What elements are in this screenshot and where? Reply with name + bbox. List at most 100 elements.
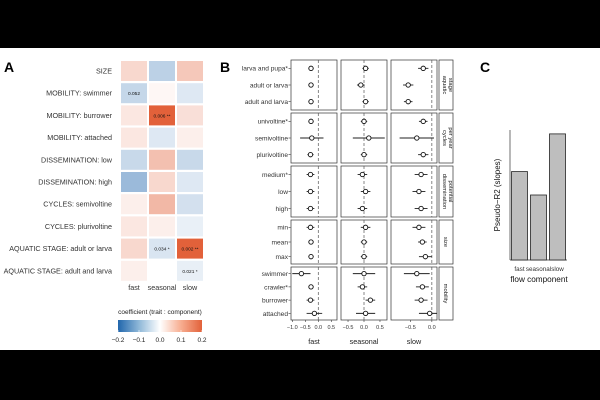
facet-strip-label: mobility	[442, 284, 448, 304]
coefficient-point	[367, 297, 374, 303]
heatmap-cell	[149, 83, 175, 104]
heatmap-row-label: MOBILITY: burrower	[46, 111, 112, 120]
heatmap-cells: 0.052 0.006 ** 0.034 * 0.002 ** 0.021 *	[121, 61, 203, 281]
coefficient-point	[422, 254, 429, 260]
heatmap-cell	[121, 61, 147, 81]
coefficient-point	[418, 297, 424, 303]
facet-strip-label: cycles	[441, 130, 447, 146]
coefficient-point	[420, 65, 426, 71]
facet-strip	[438, 165, 454, 218]
heatmap-cell	[121, 149, 147, 170]
coefficient-point	[418, 171, 424, 178]
coefficient-point	[308, 254, 314, 260]
facet-column-label: seasonal	[350, 337, 379, 346]
coefficient-point	[361, 270, 367, 277]
coefficient-point	[427, 310, 433, 317]
facet-strip-label: potential	[447, 181, 453, 203]
coefficient-point	[311, 310, 318, 317]
coefficient-point	[405, 99, 411, 105]
coefficient-point	[362, 65, 369, 71]
facet-panel-border	[390, 219, 438, 265]
heatmap-cell	[121, 238, 147, 259]
heatmap-cell	[177, 260, 203, 281]
coefficient-point	[308, 82, 314, 88]
heatmap-cell	[149, 127, 175, 148]
coefficient-point	[361, 152, 367, 158]
heatmap-cell	[177, 216, 203, 237]
coefficient-point	[419, 284, 426, 290]
coefficient-point	[359, 205, 366, 212]
trait-label: semivoltine	[255, 135, 288, 142]
heatmap-cell-label: 0.052	[128, 91, 140, 97]
bar	[549, 133, 566, 261]
heatmap-cell	[121, 127, 147, 148]
heatmap-cell	[121, 172, 147, 192]
coefficient-point	[416, 224, 422, 230]
coefficient-point	[308, 284, 314, 290]
facet-panel-border	[290, 219, 338, 265]
facet-panel-border	[290, 59, 338, 111]
coefficient-point	[405, 82, 411, 88]
heatmap-row-label: AQUATIC STAGE: adult and larva	[4, 266, 112, 275]
heatmap-cell	[149, 61, 175, 81]
trait-label: plurivoltine	[256, 152, 288, 159]
heatmap-cell-label: 0.021 *	[182, 269, 197, 275]
legend-tick-label: 0.2	[197, 337, 206, 344]
legend-tick-label: −0.2	[112, 337, 125, 344]
coefficient-point	[361, 118, 367, 124]
facet-strip-label: size	[442, 237, 448, 247]
coefficient-point	[308, 99, 314, 105]
trait-label: high	[276, 206, 289, 213]
heatmap-row-label: DISSEMINATION: low	[41, 155, 113, 164]
x-tick-label: −1.0	[287, 325, 298, 331]
heatmap-row-label: DISSEMINATION: high	[38, 178, 112, 187]
x-tick-label: 0.0	[314, 325, 322, 331]
heatmap-cell	[177, 105, 203, 126]
coefficient-point	[359, 171, 366, 178]
trait-label: burrower	[262, 298, 289, 305]
forest-panel: aquatic stage larva and pupa* adult or larv…	[242, 59, 454, 346]
coefficient-point	[307, 297, 314, 303]
trait-label: medium*	[262, 172, 288, 179]
heatmap-row-label: MOBILITY: swimmer	[46, 89, 112, 98]
coefficient-point	[420, 152, 426, 158]
heatmap-row-label: CYCLES: plurivoltine	[45, 222, 112, 231]
legend-title: coefficient (trait : component)	[118, 309, 202, 316]
heatmap-cell	[149, 260, 175, 281]
heatmap-cell	[149, 149, 175, 170]
heatmap-column-label: slow	[183, 283, 198, 292]
x-tick-label: −0.5	[343, 325, 354, 331]
heatmap-cell	[177, 61, 203, 81]
coefficient-point	[359, 284, 366, 290]
bar	[530, 194, 547, 261]
coefficient-point	[307, 205, 314, 212]
coefficient-point	[308, 118, 314, 124]
facet-strip-label: per year	[447, 127, 453, 148]
coefficient-point	[309, 135, 315, 141]
panel-label-b: B	[220, 59, 230, 75]
heatmap-cell	[121, 216, 147, 237]
heatmap-cell	[121, 194, 147, 215]
facet-strip-label: aquatic	[441, 76, 447, 95]
trait-label: adult and larva	[245, 99, 289, 106]
heatmap-row-label: AQUATIC STAGE: adult or larva	[9, 244, 112, 253]
bar-category-label: fast	[514, 266, 524, 273]
coefficient-point	[307, 171, 314, 178]
heatmap-cell	[149, 194, 175, 215]
heatmap-cell-label: 0.002 **	[181, 247, 198, 253]
heatmap-panel: SIZE MOBILITY: swimmer MOBILITY: burrower M…	[4, 61, 207, 344]
bar-category-label: seasonal	[526, 266, 551, 273]
facet-column-label: fast	[308, 337, 320, 346]
heatmap-cell	[121, 260, 147, 281]
x-tick-label: 0.5	[327, 325, 335, 331]
coefficient-point	[366, 135, 372, 141]
heatmap-cell	[177, 238, 203, 259]
trait-label: max	[276, 254, 289, 261]
coefficient-point	[419, 239, 426, 245]
legend-tick-label: 0.0	[155, 337, 164, 344]
bar	[511, 171, 528, 261]
facet-strip	[438, 219, 454, 265]
heatmap-row-label: MOBILITY: attached	[47, 133, 112, 142]
facet-strip-label: stage	[447, 78, 453, 92]
